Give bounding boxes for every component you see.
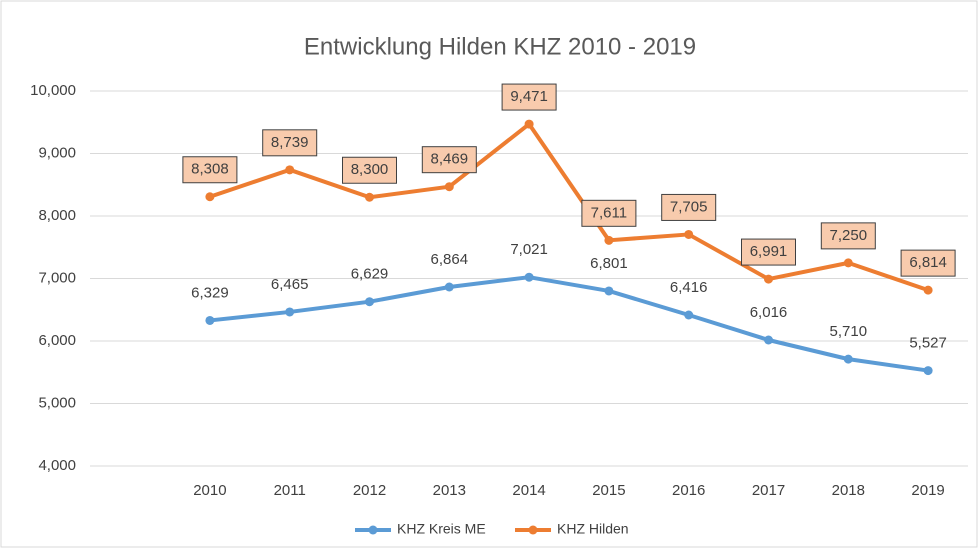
series-line [209,122,929,293]
point [285,165,295,175]
x-tick-label: 2017 [752,482,785,499]
label-box [900,249,956,277]
point [604,286,614,296]
x-tick-label: 2016 [672,482,705,499]
point [444,182,454,192]
data-label: 7,250 [830,227,868,244]
data-label: 5,527 [909,335,947,352]
data-label: 8,739 [271,134,309,151]
point [843,354,853,364]
y-tick-label: 6,000 [38,332,76,349]
legend-marker [368,525,378,535]
data-label: 9,471 [510,88,548,105]
x-tick-label: 2018 [832,482,865,499]
data-label: 6,991 [750,243,788,260]
data-label: 8,300 [351,161,389,178]
data-label: 6,416 [670,279,708,296]
y-tick-label: 8,000 [38,207,76,224]
data-label: 7,021 [510,241,548,258]
point [285,307,295,317]
x-tick-label: 2013 [433,482,466,499]
data-label: 7,611 [591,204,627,221]
point [205,315,215,325]
legend-marker [528,525,538,535]
label-box [741,238,796,266]
x-tick-label: 2019 [911,482,944,499]
point [764,335,773,345]
label-box [820,222,876,250]
point [205,192,215,202]
label-box [501,83,557,111]
data-label: 6,329 [191,284,229,301]
data-label: 5,710 [830,323,868,340]
data-label: 6,864 [431,251,469,268]
y-tick-label: 7,000 [38,269,76,286]
chart-title: Entwicklung Hilden KHZ 2010 - 2019 [304,33,696,60]
y-tick-label: 5,000 [38,394,76,411]
data-label: 6,629 [351,266,389,283]
point [923,285,933,295]
legend-label: KHZ Hilden [557,521,629,537]
x-tick-label: 2012 [353,482,386,499]
x-tick-label: 2015 [592,482,625,499]
point [524,119,534,129]
point [923,366,933,376]
x-tick-label: 2014 [512,482,545,499]
data-label: 6,465 [271,276,309,293]
x-tick-label: 2010 [193,482,226,499]
label-box [342,156,397,184]
point [365,297,374,307]
data-label: 6,016 [750,304,788,321]
data-label: 8,308 [191,161,229,178]
series-line [209,275,929,373]
point [365,192,374,202]
y-tick-label: 10,000 [30,82,76,99]
legend-label: KHZ Kreis ME [397,521,486,537]
label-box [661,193,717,221]
data-label: 6,814 [909,254,947,271]
label-box [581,199,637,227]
point [524,272,534,282]
data-label: 6,801 [590,255,628,272]
point [684,229,694,239]
x-tick-label: 2011 [274,482,306,499]
label-box [262,129,318,157]
point [604,235,614,245]
data-label: 8,469 [431,151,469,168]
y-tick-label: 4,000 [38,457,76,474]
data-label: 7,705 [670,198,708,215]
label-box [421,146,477,174]
point [684,310,694,320]
point [444,282,454,292]
y-tick-label: 9,000 [38,144,76,161]
label-box [182,156,238,184]
point [843,258,853,268]
point [764,274,773,284]
